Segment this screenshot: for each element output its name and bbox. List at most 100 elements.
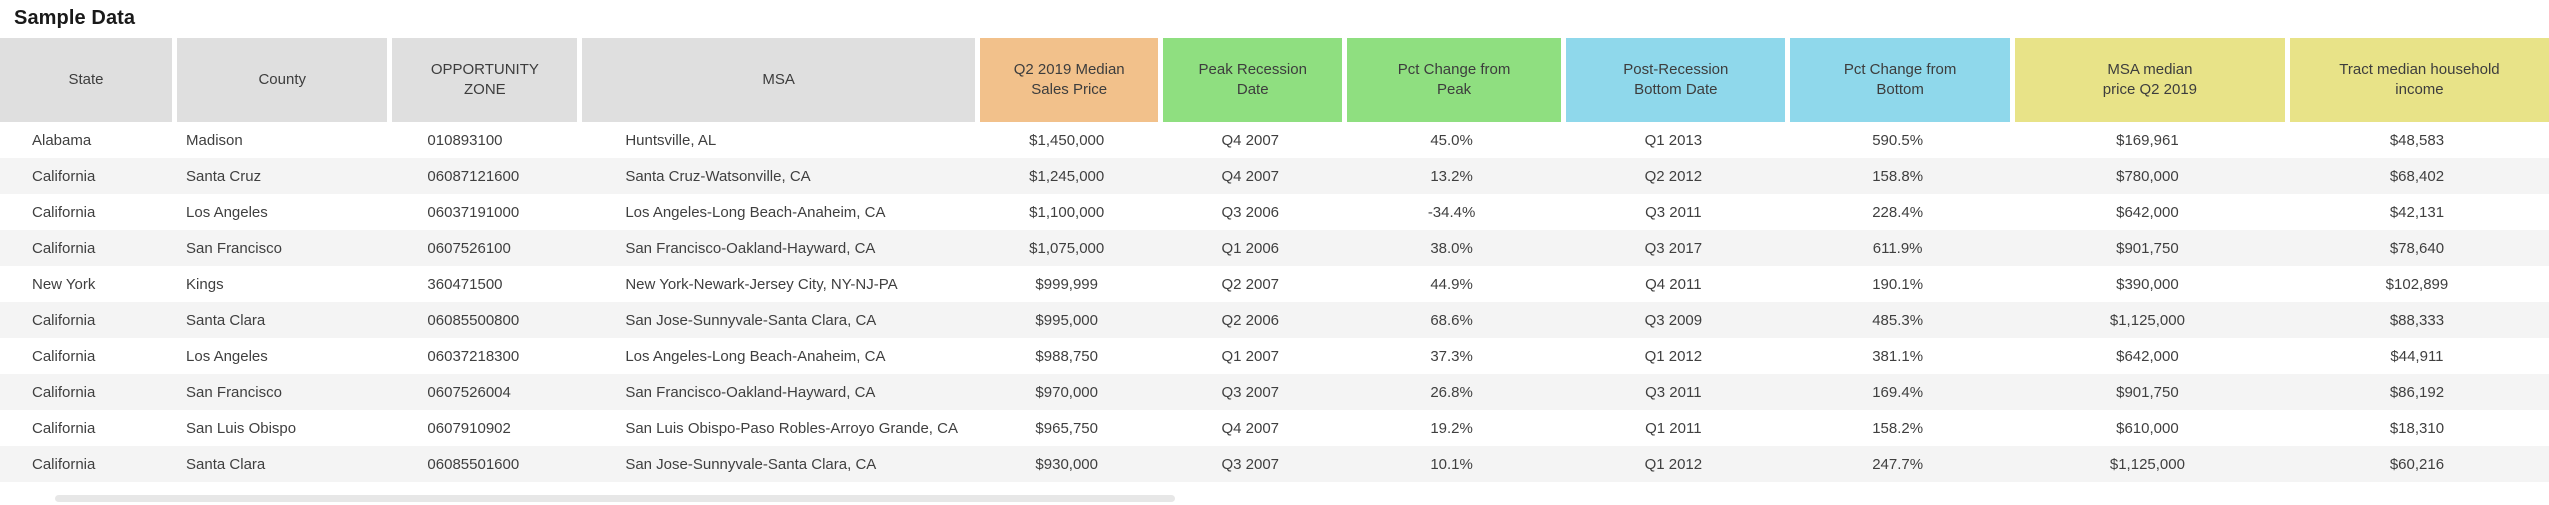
table-cell: Los Angeles (186, 203, 268, 221)
table-cell: 45.0% (1430, 131, 1473, 149)
column-header-label: State (68, 70, 104, 88)
table-cell: Q3 2017 (1644, 239, 1703, 257)
table-cell: 169.4% (1872, 383, 1924, 401)
table-cell: $1,245,000 (1029, 167, 1105, 185)
table-cell: $1,450,000 (1029, 131, 1105, 149)
table-cell: San Francisco (186, 383, 282, 401)
table-cell: 485.3% (1872, 311, 1924, 329)
table-body: Alabama Madison 010893100 Huntsville, AL $1,… (0, 122, 2549, 482)
table-cell: 190.1% (1872, 275, 1924, 293)
table-cell: 68.6% (1430, 311, 1473, 329)
table-cell: 228.4% (1872, 203, 1924, 221)
table-cell: $901,750 (2116, 239, 2179, 257)
table-cell: $68,402 (2389, 167, 2445, 185)
column-header-pct-change-from-peak: Pct Change from Peak (1341, 38, 1562, 122)
table-cell: $642,000 (2116, 203, 2179, 221)
table-cell: $995,000 (1035, 311, 1098, 329)
table-cell: $88,333 (2389, 311, 2445, 329)
table-cell: 26.8% (1430, 383, 1473, 401)
table-cell: $169,961 (2116, 131, 2179, 149)
table-cell: 0607526100 (427, 239, 511, 257)
column-header-label: Q2 2019 Median Sales Price (1013, 60, 1125, 98)
table-cell: Q1 2007 (1221, 347, 1279, 365)
column-header-label: OPPORTUNITY ZONE (430, 60, 539, 98)
column-header-label: Peak Recession Date (1198, 60, 1307, 98)
table-row: California Los Angeles 06037191000 Los Ange… (0, 194, 2549, 230)
table-cell: 06085500800 (427, 311, 520, 329)
table-cell: California (32, 455, 96, 473)
table-cell: $901,750 (2116, 383, 2179, 401)
table-cell: $780,000 (2116, 167, 2179, 185)
data-table: State County OPPORTUNITY ZONE MSA Q2 2019 Me… (0, 38, 2549, 482)
table-cell: $102,899 (2385, 275, 2449, 293)
table-cell: $988,750 (1035, 347, 1098, 365)
table-cell: 37.3% (1430, 347, 1473, 365)
table-cell: $86,192 (2389, 383, 2445, 401)
table-cell: Q3 2007 (1221, 383, 1279, 401)
table-cell: $18,310 (2389, 419, 2445, 437)
table-cell: $1,125,000 (2109, 311, 2185, 329)
table-cell: San Jose-Sunnyvale-Santa Clara, CA (625, 455, 877, 473)
table-cell: Q1 2011 (1645, 419, 1702, 437)
table-cell: Los Angeles (186, 347, 268, 365)
column-header-label: Post-Recession Bottom Date (1623, 60, 1729, 98)
table-cell: 158.2% (1872, 419, 1924, 437)
table-cell: Q1 2012 (1644, 347, 1703, 365)
table-cell: 06037218300 (427, 347, 520, 365)
table-cell: Q3 2011 (1645, 383, 1702, 401)
table-cell: San Luis Obispo (186, 419, 297, 437)
table-cell: Q4 2007 (1221, 419, 1279, 437)
table-cell: 010893100 (427, 131, 503, 149)
table-cell: Q3 2009 (1644, 311, 1703, 329)
table-cell: 06085501600 (427, 455, 520, 473)
column-header-label: Tract median household income (2339, 60, 2500, 98)
column-header-opportunity-zone: OPPORTUNITY ZONE (387, 38, 578, 122)
table-cell: California (32, 167, 96, 185)
table-cell: $60,216 (2389, 455, 2445, 473)
table-cell: $390,000 (2116, 275, 2179, 293)
table-cell: San Luis Obispo-Paso Robles-Arroyo Grand… (625, 419, 958, 437)
table-cell: $1,125,000 (2109, 455, 2185, 473)
column-header-label: Pct Change from Bottom (1843, 60, 1957, 98)
table-cell: Madison (186, 131, 243, 149)
column-header-post-recession-bottom-date: Post-Recession Bottom Date (1561, 38, 1786, 122)
table-cell: California (32, 203, 96, 221)
table-cell: California (32, 383, 96, 401)
table-cell: Q4 2007 (1221, 131, 1279, 149)
table-cell: 611.9% (1872, 239, 1923, 257)
table-cell: $48,583 (2389, 131, 2445, 149)
table-cell: Los Angeles-Long Beach-Anaheim, CA (625, 347, 886, 365)
column-header-msa: MSA (577, 38, 975, 122)
table-cell: San Francisco-Oakland-Hayward, CA (625, 239, 876, 257)
header-row: State County OPPORTUNITY ZONE MSA Q2 2019 Me… (0, 38, 2549, 122)
table-cell: Q3 2007 (1221, 455, 1279, 473)
table-cell: 06087121600 (427, 167, 520, 185)
table-cell: Q2 2007 (1221, 275, 1279, 293)
table-cell: $930,000 (1035, 455, 1098, 473)
table-row: California San Francisco 0607526100 San Fra… (0, 230, 2549, 266)
table-cell: -34.4% (1427, 203, 1476, 221)
table-row: California Santa Cruz 06087121600 Santa Cru… (0, 158, 2549, 194)
table-cell: 381.1% (1872, 347, 1924, 365)
column-header-tract-median-household-income: Tract median household income (2285, 38, 2549, 122)
horizontal-scrollbar-thumb[interactable] (55, 495, 1175, 502)
table-cell: Q3 2006 (1221, 203, 1279, 221)
table-cell: $42,131 (2389, 203, 2445, 221)
column-header-label: MSA (762, 70, 795, 88)
table-cell: Q4 2007 (1221, 167, 1279, 185)
table-cell: San Francisco (186, 239, 282, 257)
table-cell: Alabama (32, 131, 92, 149)
table-row: California Santa Clara 06085500800 San Jose… (0, 302, 2549, 338)
table-cell: Santa Clara (186, 311, 266, 329)
table-cell: 590.5% (1872, 131, 1924, 149)
column-header-state: State (0, 38, 173, 122)
table-cell: Santa Clara (186, 455, 266, 473)
table-cell: $965,750 (1035, 419, 1098, 437)
table-cell: 158.8% (1872, 167, 1924, 185)
table-row: California San Francisco 0607526004 San Fra… (0, 374, 2549, 410)
table-cell: California (32, 239, 96, 257)
table-cell: Q2 2006 (1221, 311, 1279, 329)
table-cell: Los Angeles-Long Beach-Anaheim, CA (625, 203, 886, 221)
table-cell: San Jose-Sunnyvale-Santa Clara, CA (625, 311, 877, 329)
table-cell: $999,999 (1035, 275, 1098, 293)
